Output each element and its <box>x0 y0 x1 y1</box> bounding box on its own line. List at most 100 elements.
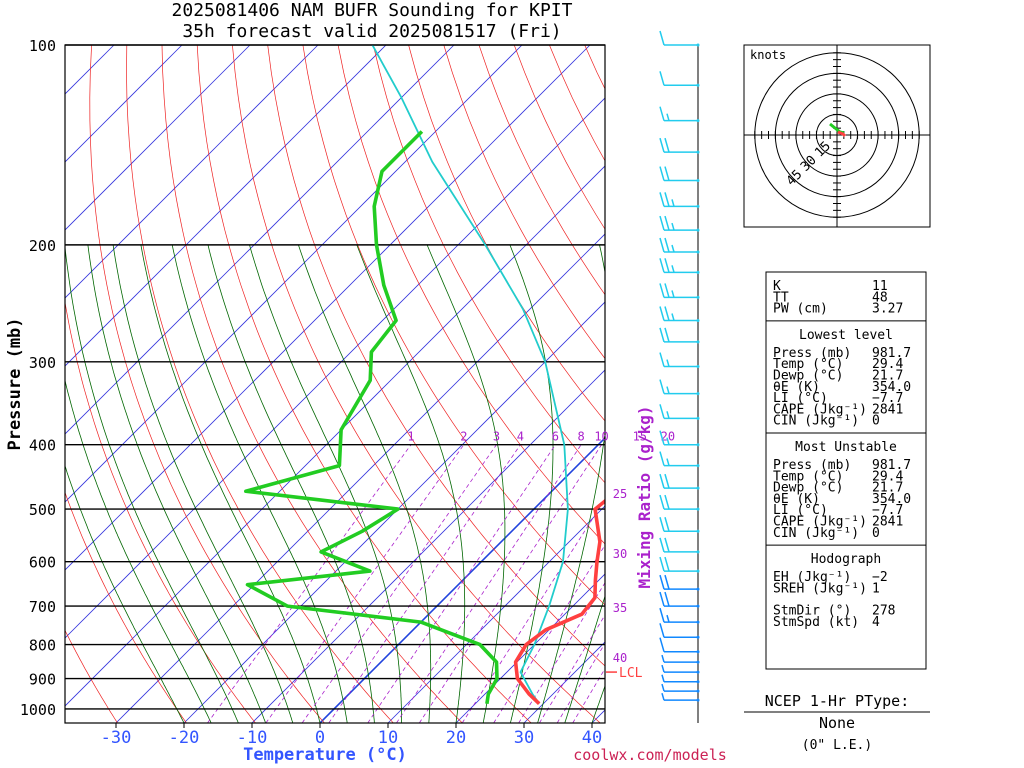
dry-adiabat-line <box>443 45 605 360</box>
wind-barb-halfflag <box>671 290 675 298</box>
pressure-tick-labels: 100 200 300 400 500 600 700 800 900 1000 <box>20 37 56 719</box>
hodograph-index-label: EH (Jkg⁻¹) <box>773 570 851 585</box>
wind-barb-dot <box>696 295 700 299</box>
wind-barb <box>659 352 700 369</box>
hodograph-index-value: −2 <box>872 570 888 585</box>
wind-barb-flag <box>664 237 670 253</box>
wind-barb-dot <box>696 550 700 554</box>
moist-adiabat-line <box>87 244 266 723</box>
wind-barb-dot <box>696 635 700 639</box>
wind-barb-flag <box>659 574 665 590</box>
wind-barb <box>659 237 700 254</box>
wind-barb <box>659 327 700 344</box>
wind-barb-flag <box>664 574 670 590</box>
moist-adiabat-line <box>171 244 348 723</box>
most-unstable-value: 21.7 <box>872 481 903 496</box>
mixing-ratio-line <box>418 444 602 723</box>
lowest-level-label: LI (°C) <box>773 391 828 406</box>
pressure-tick-label: 200 <box>29 237 56 255</box>
wind-barb-flag <box>659 537 665 553</box>
wind-barb <box>659 430 700 447</box>
wind-barb-dot <box>696 650 700 654</box>
wind-barb <box>659 306 700 323</box>
most-unstable-value: −7.7 <box>872 503 903 518</box>
pressure-tick-label: 500 <box>29 501 56 519</box>
most-unstable-label: Dewp (°C) <box>773 481 843 496</box>
wind-barb-halfflag <box>661 692 665 701</box>
credit-url: coolwx.com/models <box>573 746 727 764</box>
lowest-level-label: Dewp (°C) <box>773 369 843 384</box>
wind-barb-dot <box>696 507 700 511</box>
wind-barb-flag <box>659 30 665 46</box>
lowest-level-label: Temp (°C) <box>773 357 843 372</box>
mixing-ratio-top-label: 20 <box>661 430 675 444</box>
sounding-profiles <box>244 45 605 706</box>
wind-barb-dot <box>696 179 700 183</box>
mixing-ratio-line <box>518 582 605 723</box>
title-line-1: 2025081406 NAM BUFR Sounding for KPIT <box>172 0 573 21</box>
most-unstable-header: Most Unstable <box>795 440 897 455</box>
wind-barb-dot <box>696 150 700 154</box>
moist-adiabat-line <box>426 244 506 723</box>
index-general-value: 11 <box>872 279 888 294</box>
wind-barb <box>659 137 700 154</box>
wind-barb <box>659 258 700 274</box>
mixing-ratio-side-label: 35 <box>613 601 627 615</box>
wind-barb-dot <box>696 340 700 344</box>
dry-adiabat-line <box>65 629 118 723</box>
wind-barb <box>659 192 700 208</box>
mixing-ratio-axis-label: Mixing Ratio (g/kg) <box>635 405 654 588</box>
wind-barb <box>659 215 700 232</box>
mixing-ratio-top-label: 8 <box>577 430 584 444</box>
ptype-value: None <box>819 714 855 732</box>
dry-adiabat-line <box>302 45 605 606</box>
dry-adiabat-line <box>337 45 605 545</box>
wind-barb-flag <box>659 379 665 394</box>
wind-barb-flag <box>664 215 670 231</box>
wind-barb <box>659 451 700 468</box>
isotherm-line <box>65 45 591 571</box>
wind-barb-flag <box>664 556 670 572</box>
wind-barb-halfflag <box>671 313 675 321</box>
wind-barb-flag <box>659 327 665 343</box>
wind-barb-dot <box>696 443 700 447</box>
ptype-header: NCEP 1-Hr PType: <box>765 692 910 710</box>
wind-barb <box>659 623 700 639</box>
wind-barb-dot <box>696 119 700 123</box>
wind-barb-dot <box>696 689 700 693</box>
moist-adiabat-line <box>140 244 321 723</box>
wind-barb-flag <box>659 283 665 298</box>
wind-barb-flag <box>659 451 665 466</box>
wind-barb-halfflag <box>671 222 675 231</box>
moist-adiabat-line <box>65 464 185 723</box>
plot-frame <box>64 44 606 724</box>
index-general-value: 48 <box>872 290 888 305</box>
wind-barb-dot <box>696 680 700 684</box>
mixing-ratio-labels: 1 2 3 4 6 8 10 15 20 25 30 35 40 <box>407 430 675 665</box>
most-unstable-value: 354.0 <box>872 492 911 507</box>
lowest-level-header: Lowest level <box>799 328 893 343</box>
lowest-level-label: θE (K) <box>773 380 820 395</box>
wind-barb-flag <box>659 517 665 532</box>
wind-barb-dot <box>696 587 700 591</box>
isotherm-line <box>65 45 523 503</box>
isotherm-line <box>65 45 251 231</box>
wind-barb <box>659 607 700 624</box>
isotherm-line <box>455 573 605 723</box>
most-unstable-label: θE (K) <box>773 492 820 507</box>
lowest-level-value: 354.0 <box>872 380 911 395</box>
wind-barb <box>659 574 700 591</box>
wind-barb-dot <box>696 698 700 702</box>
pressure-tick-label: 1000 <box>20 701 56 719</box>
pressure-tick-label: 800 <box>29 637 56 655</box>
moist-adiabat-line <box>207 244 375 723</box>
moist-adiabat-line <box>298 244 432 723</box>
isotherm-line <box>65 97 605 639</box>
wind-barb-flag <box>659 352 665 367</box>
isobar-lines <box>65 44 605 710</box>
wind-barb-flag <box>659 404 665 419</box>
wind-barb-flag <box>664 137 670 153</box>
mixing-ratio-top-label: 2 <box>460 430 467 444</box>
dry-adiabat-line <box>972 45 1024 723</box>
wind-barb-flag <box>664 537 670 553</box>
